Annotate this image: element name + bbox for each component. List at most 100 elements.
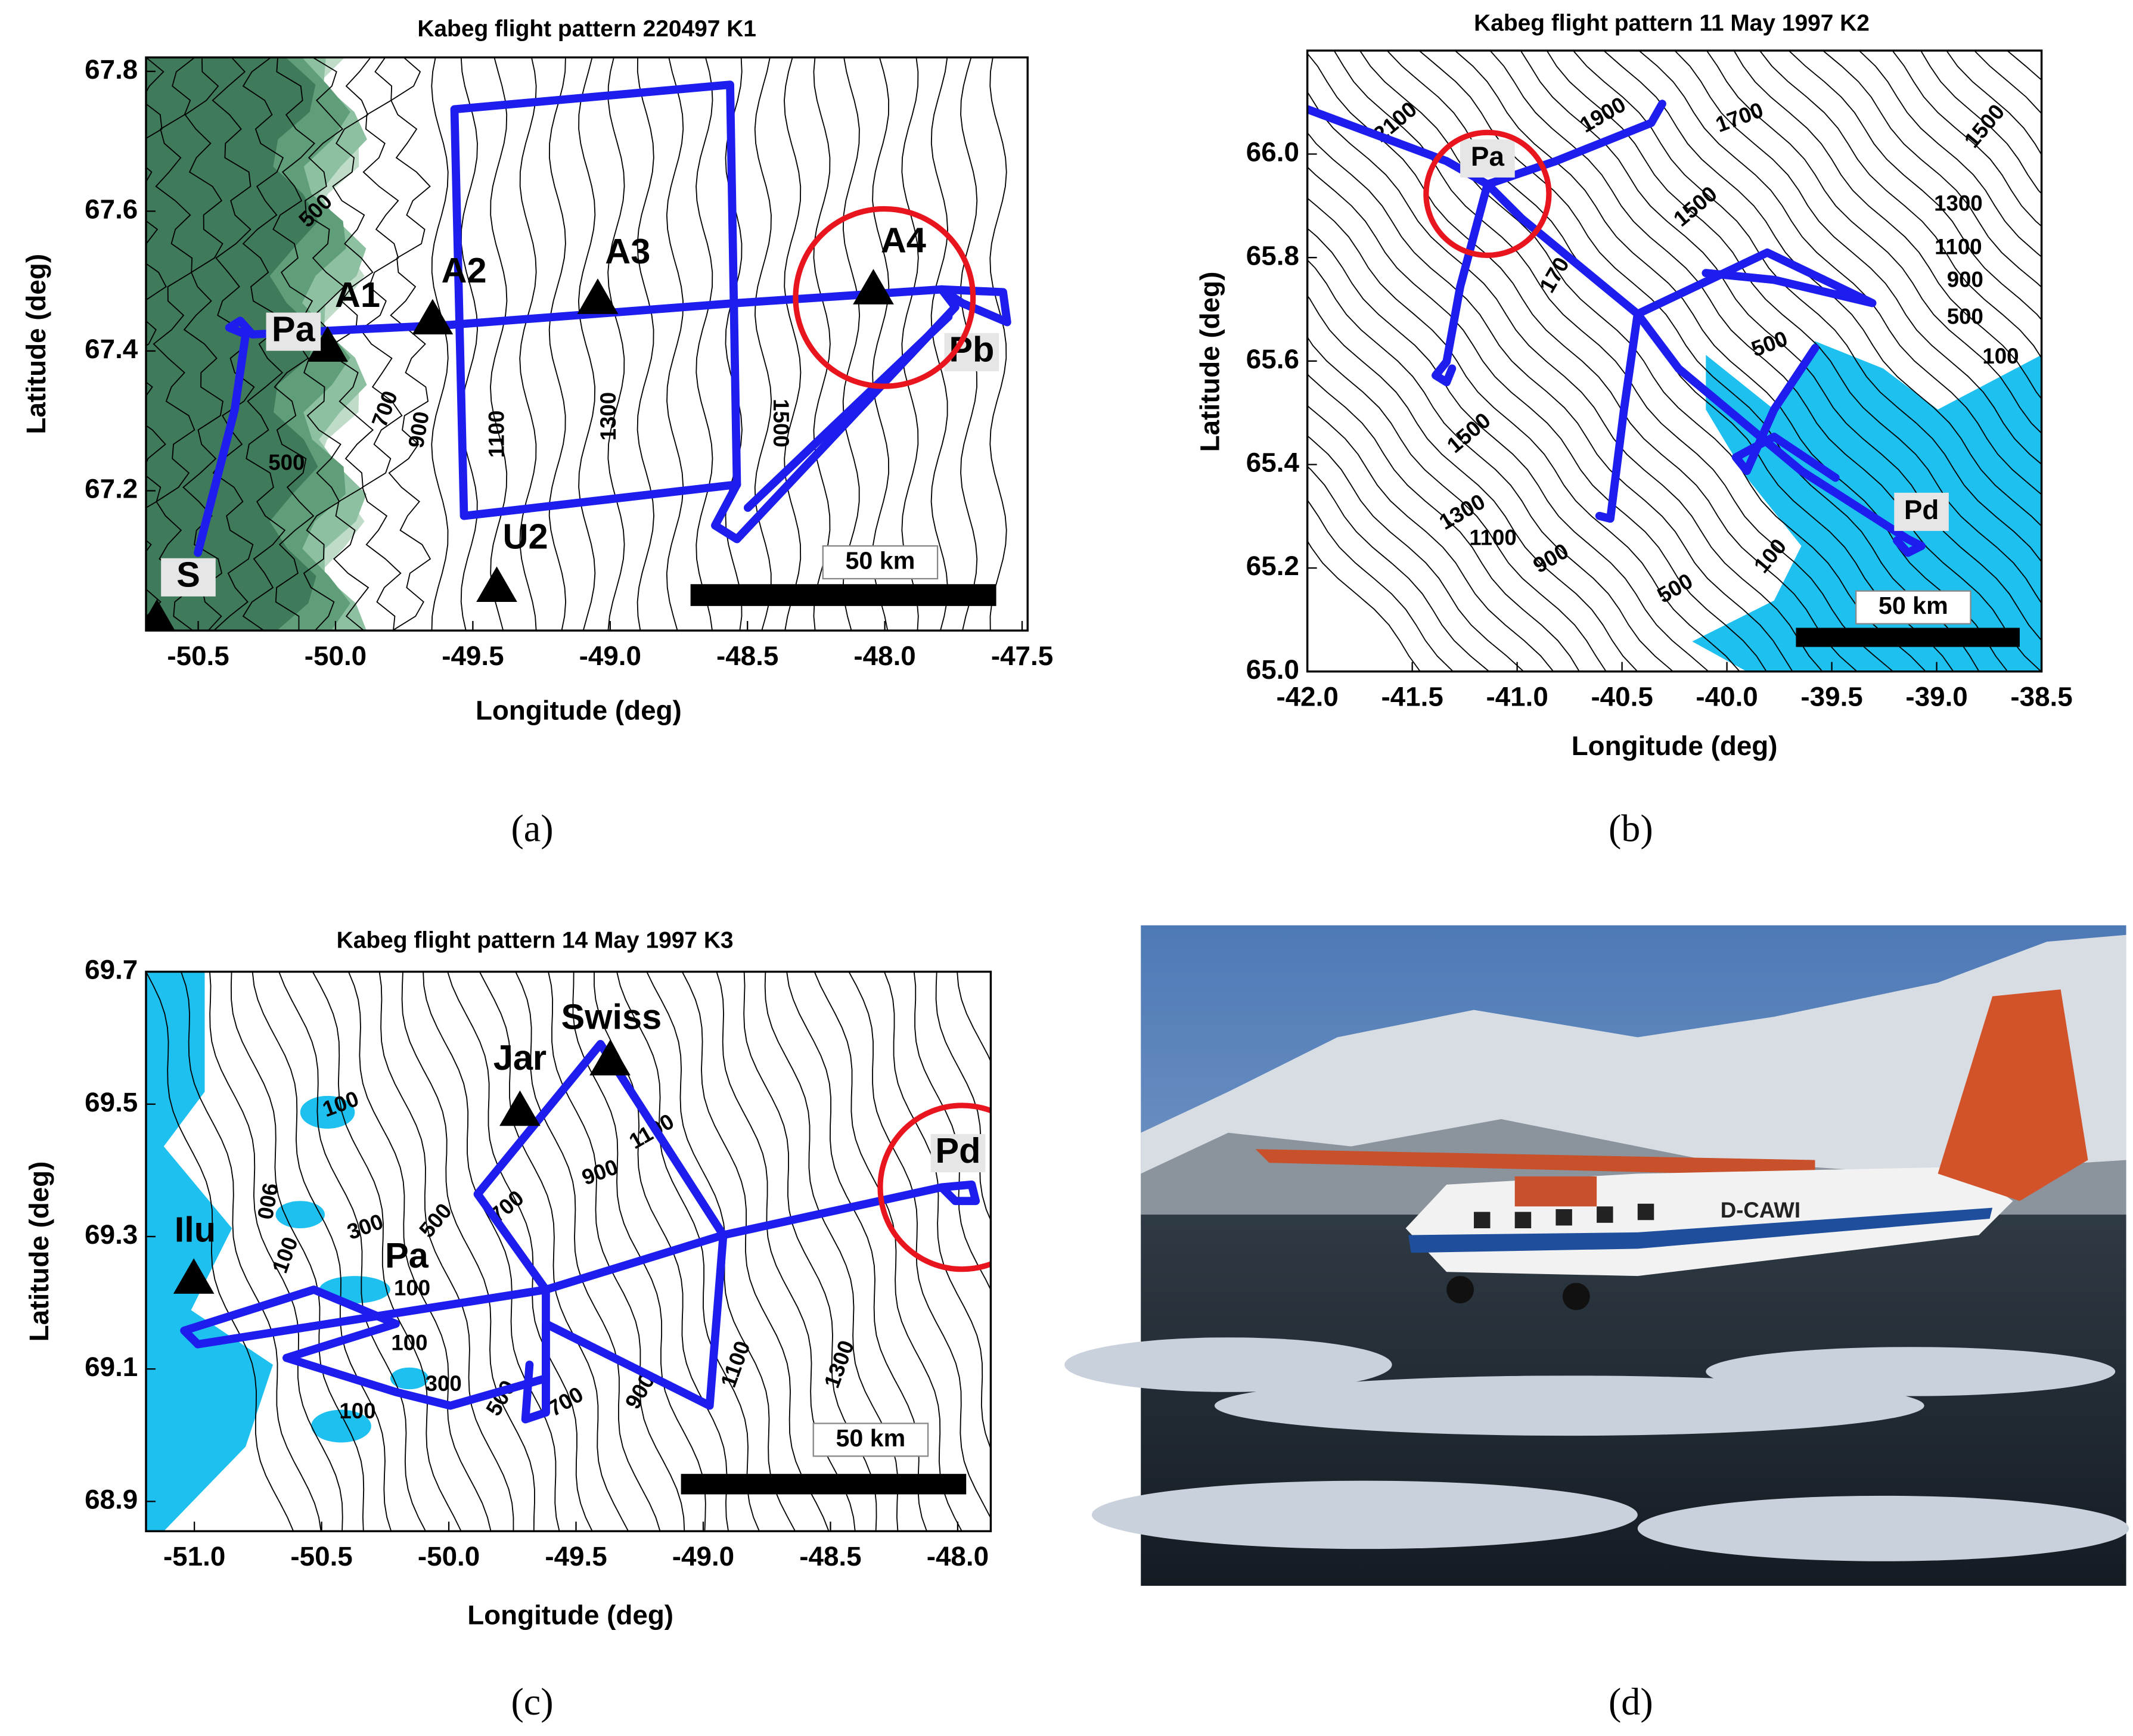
x-axis-label: Longitude (deg): [467, 1600, 673, 1631]
map-title: Kabeg flight pattern 11 May 1997 K2: [1474, 11, 1870, 36]
scale-label: 50 km: [836, 1424, 905, 1452]
y-tick-label: 67.6: [85, 194, 138, 224]
contour-label: 500: [268, 450, 305, 474]
snow-patch: [1064, 1337, 1392, 1392]
x-tick-label: -48.5: [716, 641, 778, 671]
highlight-circle: [793, 206, 976, 389]
contour-line: [1307, 373, 1580, 672]
contour-line: [1307, 405, 1554, 672]
contour-line: [388, 57, 431, 631]
contour-label: 100: [391, 1330, 427, 1355]
contour-line: [153, 57, 195, 631]
place-label: S: [176, 554, 200, 594]
flight-track: [1595, 309, 1642, 523]
y-tick-label: 69.7: [85, 955, 138, 985]
contour-line: [1638, 50, 2042, 496]
contour-line: [883, 971, 991, 1450]
label-box: [1855, 590, 1971, 625]
contour-line: [1520, 50, 2042, 642]
x-axis-label: Longitude (deg): [1572, 731, 1778, 761]
flight-track: [194, 285, 1011, 557]
contour-label: 500: [1947, 304, 1983, 328]
y-tick-label: 65.2: [1246, 551, 1299, 581]
x-tick-label: -41.0: [1486, 682, 1548, 712]
contour-label: 1300: [1934, 191, 1982, 215]
station-marker: [577, 278, 619, 314]
place-label: Pa: [385, 1235, 429, 1275]
contour-line: [813, 57, 831, 631]
contour-line: [754, 57, 772, 631]
contour-line: [989, 57, 1007, 631]
contour-line: [1307, 336, 1607, 672]
contour-line: [401, 971, 535, 1532]
contour-line: [1759, 50, 2042, 359]
highlight-circle: [1423, 129, 1552, 258]
y-tick-label: 67.4: [85, 334, 138, 364]
contour-line: [548, 57, 567, 631]
contour-label: 1500: [769, 399, 793, 447]
station-marker: [499, 1090, 541, 1126]
contour-line: [230, 971, 365, 1532]
panel-caption: (d): [1609, 1681, 1653, 1723]
contour-line: [848, 971, 991, 1520]
contour-line: [1307, 166, 1767, 672]
window: [1597, 1206, 1613, 1223]
contour-line: [1307, 435, 1525, 672]
contour-line: [146, 57, 167, 620]
station-marker: [173, 1258, 215, 1294]
x-tick-label: -50.0: [305, 641, 367, 671]
window: [1555, 1209, 1572, 1226]
y-tick-label: 69.5: [85, 1087, 138, 1117]
flight-track: [521, 1285, 550, 1424]
y-axis-label: Latitude (deg): [21, 254, 51, 434]
place-label: U2: [503, 516, 548, 556]
place-label: A2: [441, 250, 486, 290]
contour-line: [616, 971, 760, 1532]
contour-line: [1307, 91, 1823, 672]
contour-line: [842, 57, 861, 631]
contour-line: [1858, 50, 2042, 258]
map-title: Kabeg flight pattern 14 May 1997 K3: [337, 927, 734, 953]
contour-label: 100: [339, 1399, 375, 1423]
y-axis-label: Latitude (deg): [1194, 272, 1225, 452]
flight-track: [1432, 180, 1492, 387]
contour-line: [1307, 132, 1793, 672]
y-axis-label: Latitude (deg): [24, 1162, 54, 1342]
contour-label: 100: [1982, 344, 2019, 368]
label-box: [266, 312, 321, 351]
y-tick-label: 67.2: [85, 474, 138, 504]
contour-line: [666, 57, 684, 631]
station-marker: [307, 326, 348, 362]
sea: [390, 1367, 429, 1390]
contour-label: 900: [1947, 268, 1983, 292]
contour-line: [182, 57, 223, 631]
x-tick-label: -38.5: [2010, 682, 2072, 712]
y-tick-label: 69.1: [85, 1352, 138, 1382]
x-tick-label: -47.5: [991, 641, 1053, 671]
contour-line: [784, 57, 802, 631]
flight-track: [1483, 100, 1666, 189]
contour-line: [578, 57, 596, 631]
contour-line: [1733, 50, 2042, 400]
station-marker: [146, 599, 175, 631]
place-label: A1: [335, 275, 380, 315]
contour-line: [1307, 259, 1674, 672]
x-tick-label: -49.5: [545, 1541, 607, 1572]
contour-line: [1892, 50, 2042, 227]
y-tick-label: 67.8: [85, 54, 138, 85]
fuselage-stripe: [1408, 1207, 1993, 1253]
contour-line: [1307, 228, 1709, 672]
station-marker: [476, 566, 517, 602]
contour-line: [1788, 50, 2042, 321]
contour-line: [1706, 50, 2042, 434]
x-tick-label: -48.5: [799, 1541, 861, 1572]
contour-label: 1300: [596, 392, 620, 440]
terrain-shade: [146, 57, 318, 631]
place-label: Pd: [935, 1131, 980, 1170]
contour-line: [1454, 50, 2008, 672]
contour-line: [378, 971, 514, 1532]
scale-label: 50 km: [1879, 592, 1948, 619]
